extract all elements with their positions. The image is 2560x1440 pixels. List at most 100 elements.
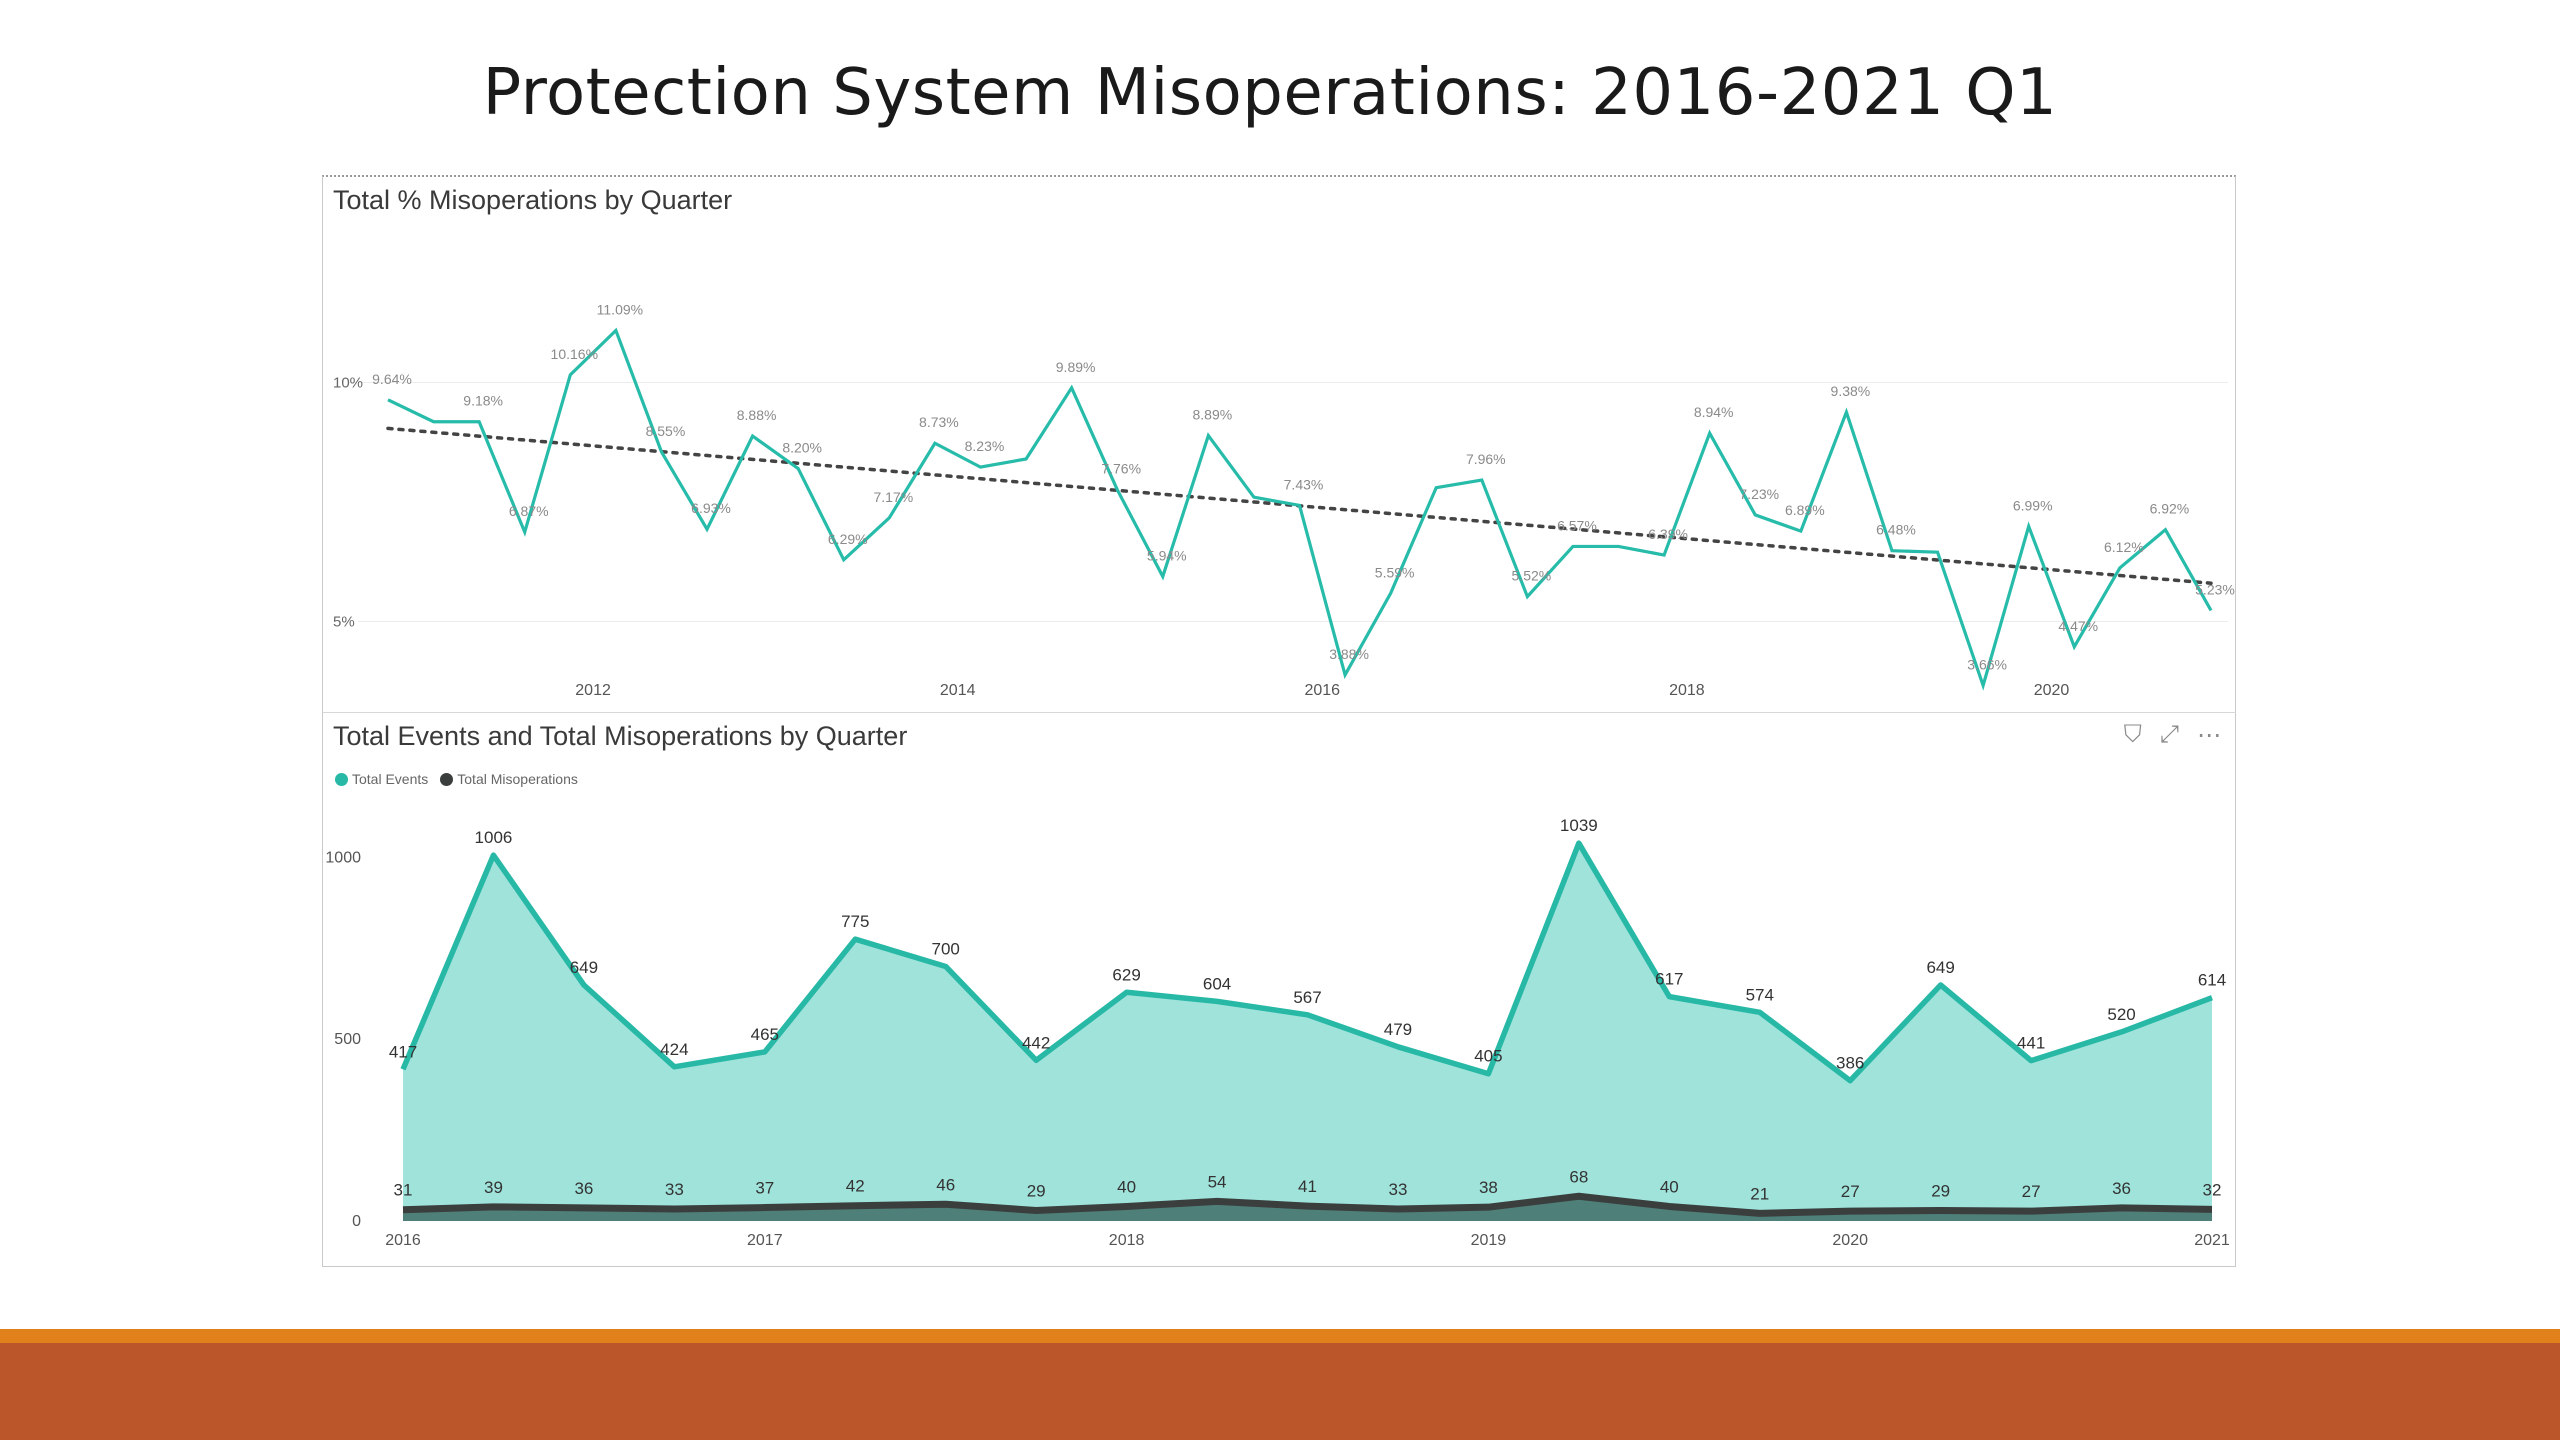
events-data-label: 574 <box>1746 985 1774 1004</box>
events-data-label: 405 <box>1474 1047 1502 1066</box>
x-tick-label: 2018 <box>1109 1232 1145 1249</box>
data-label: 9.18% <box>463 393 503 409</box>
misoperations-data-label: 37 <box>755 1179 774 1198</box>
data-label: 5.94% <box>1147 548 1187 564</box>
misoperations-data-label: 40 <box>1660 1177 1679 1196</box>
data-label: 6.87% <box>509 503 549 519</box>
misoperations-data-label: 36 <box>574 1179 593 1198</box>
events-data-label: 649 <box>570 958 598 977</box>
events-data-label: 479 <box>1384 1020 1412 1039</box>
events-data-label: 442 <box>1022 1033 1050 1052</box>
events-data-label: 614 <box>2198 971 2226 990</box>
x-tick-label: 2014 <box>940 682 976 699</box>
y-tick-label: 500 <box>334 1031 361 1048</box>
legend-label-total-events: Total Events <box>352 771 429 787</box>
events-misoperations-panel: Total Events and Total Misoperations by … <box>322 712 2236 1267</box>
data-label: 8.73% <box>919 414 959 430</box>
panel-title-events: Total Events and Total Misoperations by … <box>333 721 908 751</box>
data-label: 8.55% <box>646 423 686 439</box>
misoperations-data-label: 42 <box>846 1177 865 1196</box>
events-data-label: 649 <box>1926 958 1954 977</box>
misoperations-data-label: 33 <box>665 1180 684 1199</box>
data-label: 8.20% <box>782 440 822 456</box>
percent-misoperations-panel: Total % Misoperations by Quarter 5% 10% 20… <box>322 175 2236 715</box>
focus-mode-icon[interactable]: ⤢ <box>2159 721 2179 748</box>
events-data-label: 441 <box>2017 1034 2045 1053</box>
misoperations-data-label: 36 <box>2112 1179 2131 1198</box>
data-label: 6.12% <box>2104 539 2144 555</box>
data-label: 3.88% <box>1329 646 1369 662</box>
x-tick-label: 2020 <box>1832 1232 1868 1249</box>
events-data-label: 617 <box>1655 970 1683 989</box>
footer-accent-bar <box>0 1329 2560 1343</box>
data-label: 6.57% <box>1557 517 1597 533</box>
misoperations-data-label: 27 <box>1841 1182 1860 1201</box>
legend-label-total-misoperations: Total Misoperations <box>457 771 578 787</box>
data-label: 9.38% <box>1831 383 1871 399</box>
data-label: 3.66% <box>1967 656 2007 672</box>
x-tick-label: 2012 <box>575 682 611 699</box>
misoperations-data-label: 33 <box>1388 1180 1407 1199</box>
data-label: 4.47% <box>2058 618 2098 634</box>
misoperations-data-label: 32 <box>2203 1180 2222 1199</box>
filter-icon[interactable]: ⛉ <box>2123 721 2142 748</box>
data-label: 7.76% <box>1101 461 1141 477</box>
data-label: 6.29% <box>828 531 868 547</box>
misoperations-data-label: 29 <box>1027 1181 1046 1200</box>
x-tick-label: 2021 <box>2194 1232 2230 1249</box>
events-data-label: 775 <box>841 912 869 931</box>
panel-title-percent: Total % Misoperations by Quarter <box>333 185 733 215</box>
data-label: 7.17% <box>873 489 913 505</box>
events-data-label: 386 <box>1836 1054 1864 1073</box>
data-label: 6.92% <box>2150 501 2190 517</box>
data-label: 8.88% <box>737 407 777 423</box>
data-label: 8.94% <box>1694 404 1734 420</box>
misoperations-data-label: 54 <box>1208 1172 1227 1191</box>
more-options-icon[interactable]: ⋯ <box>2197 722 2221 749</box>
events-data-label: 567 <box>1293 988 1321 1007</box>
misoperations-data-label: 41 <box>1298 1177 1317 1196</box>
total-misoperations-line <box>402 1192 2213 1217</box>
events-data-label: 629 <box>1112 965 1140 984</box>
legend-item-total-events[interactable]: Total Events <box>335 771 428 787</box>
percent-line-chart: 5% 10% 2012 2014 2016 2018 2020 9.64% 9.18% 6.87%… <box>333 301 2235 699</box>
data-label: 7.43% <box>1284 476 1324 492</box>
events-data-label: 700 <box>932 939 960 958</box>
events-area-chart: 0 500 1000 2016 2017 2018 2019 2020 2021 417 1006 6… <box>325 816 2230 1249</box>
data-label: 9.64% <box>372 371 412 387</box>
misoperations-data-label: 29 <box>1931 1181 1950 1200</box>
misoperations-data-label: 27 <box>2022 1182 2041 1201</box>
misoperations-data-label: 40 <box>1117 1177 1136 1196</box>
misoperations-data-label: 46 <box>936 1175 955 1194</box>
data-label: 5.59% <box>1375 564 1415 580</box>
misoperations-data-label: 31 <box>394 1181 413 1200</box>
legend: Total Events Total Misoperations <box>335 771 578 787</box>
x-tick-label: 2017 <box>747 1232 783 1249</box>
y-tick-label: 1000 <box>325 849 361 866</box>
total-events-area <box>403 843 2212 1221</box>
y-tick-label: 10% <box>333 375 363 392</box>
data-label: 7.96% <box>1466 451 1506 467</box>
x-tick-label: 2020 <box>2034 682 2070 699</box>
data-label: 7.23% <box>1739 486 1779 502</box>
misoperations-data-label: 21 <box>1750 1184 1769 1203</box>
data-label: 8.89% <box>1192 407 1232 423</box>
misoperations-data-label: 68 <box>1569 1167 1588 1186</box>
legend-item-total-misoperations[interactable]: Total Misoperations <box>440 771 578 787</box>
visual-toolbar: ⛉ ⤢ ⋯ <box>2124 721 2221 750</box>
data-label: 6.99% <box>2013 497 2053 513</box>
legend-swatch-total-misoperations <box>440 772 454 786</box>
events-data-label: 1039 <box>1560 816 1598 835</box>
x-tick-label: 2018 <box>1669 682 1705 699</box>
events-data-label: 424 <box>660 1040 688 1059</box>
data-label: 6.89% <box>1785 502 1825 518</box>
events-data-label: 465 <box>751 1025 779 1044</box>
data-label: 5.52% <box>1512 568 1552 584</box>
total-events-line <box>400 840 2213 1084</box>
legend-swatch-total-events <box>335 772 348 786</box>
footer-bar <box>0 1343 2560 1440</box>
y-tick-label: 5% <box>333 613 355 630</box>
x-tick-label: 2016 <box>1304 682 1340 699</box>
slide-title: Protection System Misoperations: 2016-20… <box>482 56 2058 130</box>
events-data-label: 520 <box>2107 1005 2135 1024</box>
